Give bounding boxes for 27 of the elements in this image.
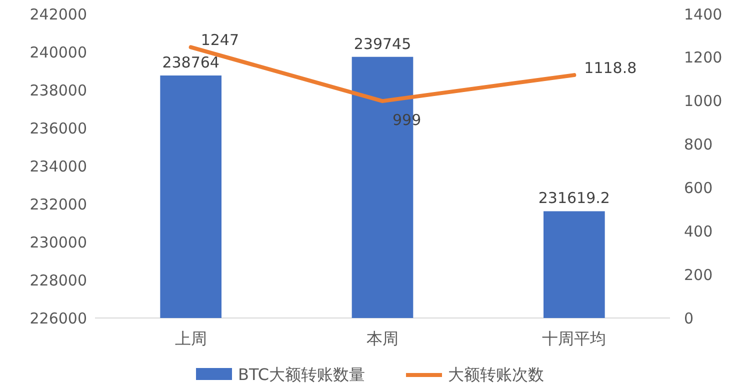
- data-label: 1247: [200, 31, 240, 50]
- y-tick-label: 226000: [30, 309, 87, 328]
- data-label: 1118.8: [584, 59, 637, 78]
- data-label: 231619.2: [538, 189, 610, 208]
- y-tick-label: 232000: [30, 195, 87, 214]
- y2-tick-label: 400: [684, 222, 713, 240]
- x-tick-label: 十周平均: [542, 329, 606, 348]
- legend-label: BTC大额转账数量: [238, 365, 365, 384]
- y-tick-label: 236000: [30, 119, 87, 138]
- y2-tick-label: 200: [684, 266, 713, 284]
- y-tick-label: 242000: [30, 5, 87, 24]
- y2-tick-label: 800: [684, 136, 713, 154]
- data-label: 238764: [162, 53, 220, 72]
- y-tick-label: 238000: [30, 81, 87, 100]
- y-tick-label: 240000: [30, 43, 87, 62]
- y-tick-label: 228000: [30, 271, 87, 290]
- y2-tick-label: 1400: [684, 5, 722, 24]
- legend-label: 大额转账次数: [448, 365, 544, 384]
- y2-tick-label: 1000: [684, 92, 722, 110]
- y2-tick-label: 1200: [684, 48, 722, 67]
- x-tick-label: 本周: [366, 329, 398, 348]
- y-tick-label: 234000: [30, 157, 87, 176]
- y2-tick-label: 600: [684, 178, 713, 197]
- y-tick-label: 230000: [30, 233, 87, 252]
- x-tick-label: 上周: [174, 329, 207, 348]
- y2-tick-label: 0: [684, 309, 694, 328]
- data-label: 239745: [354, 34, 412, 53]
